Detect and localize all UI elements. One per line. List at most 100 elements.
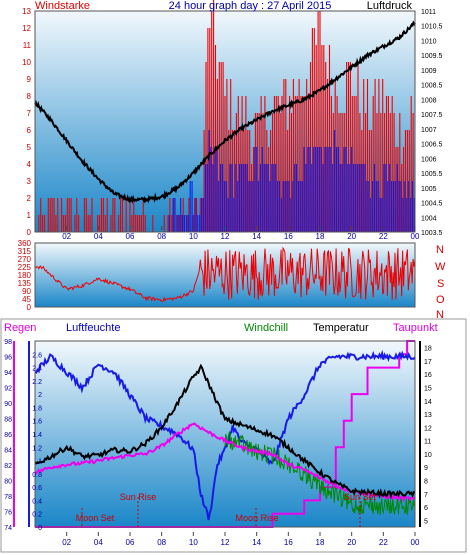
direction-tick-label: 180 [18, 271, 32, 280]
hour-tick-label: 00 [411, 232, 420, 241]
pressure-tick-label: 1006 [421, 156, 437, 163]
legend-humidity: Luftfeuchte [66, 322, 120, 334]
wind-tick-label: 9 [27, 75, 32, 84]
moon-set-label: Moon Set [76, 513, 115, 523]
humidity-tick-label: 86 [4, 432, 12, 439]
direction-tick-label: 135 [18, 279, 32, 288]
humidity-tick-label: 74 [4, 525, 12, 532]
pressure-line [34, 20, 416, 204]
rain-tick-label: 0 [38, 525, 42, 532]
temperature-tick-label: 16 [424, 372, 432, 379]
pressure-axis-title: Luftdruck [367, 0, 413, 12]
humidity-tick-label: 92 [4, 386, 12, 393]
rain-tick-label: 1.8 [32, 405, 42, 412]
bottom-plot-frame [34, 340, 416, 528]
humidity-tick-label: 96 [4, 355, 12, 362]
pressure-tick-label: 1004 [421, 215, 437, 222]
legend-temperature: Temperatur [313, 322, 369, 334]
wind-tick-label: 12 [22, 24, 31, 33]
hour-tick-label: 02 [62, 232, 71, 241]
rain-tick-label: 0.2 [32, 512, 42, 519]
direction-tick-label: 360 [18, 239, 32, 248]
pressure-tick-label: 1005 [421, 186, 437, 193]
rain-tick-label: 0.8 [32, 472, 42, 479]
hour-tick-label: 10 [189, 538, 198, 547]
rain-tick-label: 1 [38, 459, 42, 466]
hour-tick-label: 20 [347, 538, 356, 547]
temperature-tick-label: 10 [424, 452, 432, 459]
humidity-tick-label: 98 [4, 339, 12, 346]
direction-tick-label: 270 [18, 255, 32, 264]
humidity-tick-label: 76 [4, 510, 12, 517]
hour-tick-label: 12 [221, 232, 230, 241]
hour-tick-label: 04 [94, 538, 103, 547]
pressure-tick-label: 1010.5 [421, 24, 443, 31]
hour-tick-label: 06 [126, 232, 135, 241]
humidity-tick-label: 80 [4, 479, 12, 486]
rain-tick-label: 2.4 [32, 366, 42, 373]
hour-tick-label: 10 [189, 232, 198, 241]
wind-tick-label: 2 [27, 194, 32, 203]
temperature-tick-label: 8 [424, 479, 428, 486]
wind-tick-label: 3 [27, 177, 32, 186]
top-plot-frame [34, 10, 416, 233]
hour-tick-label: 08 [157, 232, 166, 241]
rain-tick-label: 0.4 [32, 498, 42, 505]
direction-tick-label: 225 [18, 263, 32, 272]
legend-windchill: Windchill [244, 322, 288, 334]
bottom-panel-frame [0, 318, 467, 553]
hour-tick-label: 00 [411, 538, 420, 547]
compass-label: N [436, 309, 444, 321]
wind-tick-label: 4 [27, 160, 32, 169]
rain-tick-label: 0.6 [32, 485, 42, 492]
sun-set-label: Sun Set [344, 492, 377, 502]
hour-tick-label: 18 [316, 232, 325, 241]
compass-label: N [436, 244, 444, 256]
temperature-tick-label: 15 [424, 386, 432, 393]
moon-rise-label: Moon Rise [235, 513, 278, 523]
temperature-line [34, 363, 416, 500]
hour-tick-label: 16 [284, 232, 293, 241]
pressure-tick-label: 1004.5 [421, 201, 443, 208]
compass-label: W [435, 261, 446, 273]
hour-tick-label: 08 [157, 538, 166, 547]
wind-direction-line [34, 246, 416, 303]
pressure-tick-label: 1009.5 [421, 53, 443, 60]
temperature-tick-label: 11 [424, 439, 431, 446]
rain-tick-label: 2.6 [32, 352, 42, 359]
hour-tick-label: 02 [62, 538, 71, 547]
pressure-tick-label: 1011 [421, 9, 436, 16]
pressure-tick-label: 1008 [421, 97, 437, 104]
direction-tick-label: 0 [27, 303, 32, 312]
humidity-tick-label: 90 [4, 401, 12, 408]
pressure-tick-label: 1010 [421, 39, 437, 46]
wind-tick-label: 10 [22, 58, 31, 67]
temperature-tick-label: 7 [424, 492, 428, 499]
humidity-tick-label: 78 [4, 494, 12, 501]
wind-tick-label: 13 [22, 7, 31, 16]
direction-tick-label: 45 [22, 295, 31, 304]
humidity-tick-label: 82 [4, 463, 12, 470]
sun-rise-label: Sun Rise [120, 492, 157, 502]
hour-tick-label: 12 [221, 538, 230, 547]
compass-label: O [436, 294, 445, 306]
pressure-tick-label: 1003.5 [421, 230, 443, 237]
pressure-tick-label: 1009 [421, 68, 437, 75]
temperature-tick-label: 9 [424, 465, 428, 472]
temperature-tick-label: 12 [424, 425, 432, 432]
wind-tick-label: 8 [27, 92, 32, 101]
rain-line [35, 340, 415, 528]
temperature-tick-label: 18 [424, 346, 432, 353]
compass-label: S [437, 278, 444, 290]
hour-tick-label: 20 [347, 232, 356, 241]
hour-tick-label: 22 [379, 232, 388, 241]
direction-tick-label: 315 [18, 247, 32, 256]
temperature-tick-label: 17 [424, 359, 432, 366]
wind-tick-label: 1 [27, 211, 32, 220]
direction-tick-label: 90 [22, 287, 31, 296]
windchill-line [224, 431, 416, 515]
pressure-tick-label: 1005.5 [421, 171, 443, 178]
humidity-tick-label: 94 [4, 370, 12, 377]
